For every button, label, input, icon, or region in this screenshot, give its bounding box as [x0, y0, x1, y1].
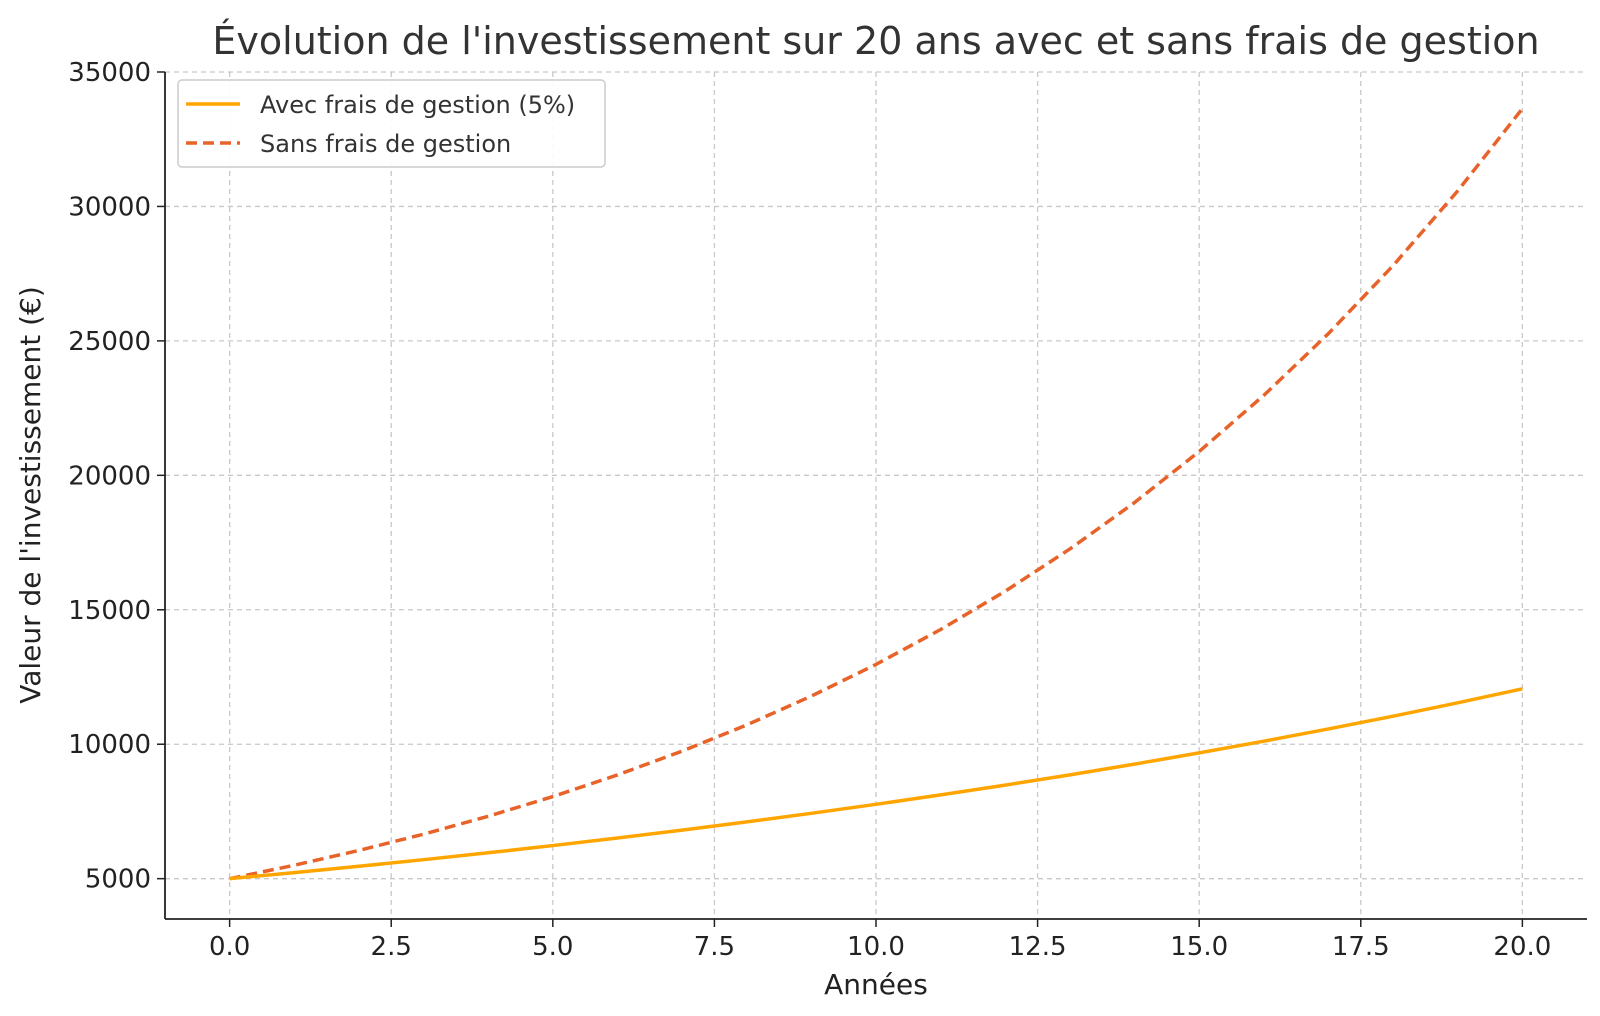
series-line-avec-frais-de-gestion-5	[229, 687, 1523, 881]
y-axis-label: Valeur de l'investissement (€)	[14, 286, 47, 704]
tick-labels: 0.0 2.5 5.0 7.5 10.0 12.5 15.0 17.5 20.0 5000 1000…	[68, 58, 1551, 962]
legend-box	[177, 79, 606, 168]
series-line-sans-frais-de-gestion	[229, 107, 1524, 881]
y-tick-label: 25000	[68, 327, 151, 357]
legend-label-sans-frais: Sans frais de gestion	[260, 130, 511, 158]
y-tick-label: 10000	[68, 730, 151, 760]
y-tick-label: 20000	[68, 461, 151, 491]
x-tick-label: 12.5	[1009, 932, 1067, 962]
y-tick-label: 30000	[68, 192, 151, 222]
y-tick-label: 5000	[85, 865, 151, 895]
x-tick-label: 20.0	[1493, 932, 1551, 962]
x-tick-label: 10.0	[847, 932, 905, 962]
chart-title: Évolution de l'investissement sur 20 ans…	[212, 19, 1539, 63]
y-tick-label: 15000	[68, 596, 151, 626]
x-tick-label: 7.5	[694, 932, 735, 962]
x-tick-label: 5.0	[532, 932, 573, 962]
x-tick-label: 17.5	[1332, 932, 1390, 962]
x-tick-label: 15.0	[1170, 932, 1228, 962]
legend-label-avec-frais: Avec frais de gestion (5%)	[260, 91, 575, 119]
series-layer	[229, 107, 1524, 881]
x-tick-label: 2.5	[371, 932, 412, 962]
grid	[165, 71, 1587, 919]
axes	[157, 71, 1587, 927]
legend: Avec frais de gestion (5%) Sans frais de…	[177, 79, 606, 168]
y-tick-label: 35000	[68, 58, 151, 88]
x-axis-label: Années	[824, 968, 928, 1001]
x-tick-label: 0.0	[209, 932, 250, 962]
